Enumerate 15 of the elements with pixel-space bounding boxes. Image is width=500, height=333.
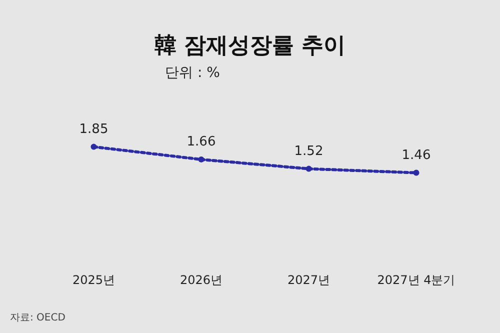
point bbox=[198, 156, 204, 162]
data-label: 1.46 bbox=[402, 148, 431, 163]
point bbox=[413, 170, 420, 176]
text: 자료: OECD bbox=[10, 312, 66, 324]
x-tick-label: 2027년 bbox=[287, 273, 330, 287]
chart-title: 韓 잠재성장률 추이 bbox=[154, 34, 346, 58]
point bbox=[306, 166, 312, 172]
point bbox=[90, 144, 97, 150]
x-tick-label: 2026년 bbox=[180, 273, 223, 287]
data-label: 1.66 bbox=[186, 134, 216, 150]
chart-subtitle: 단위 : % bbox=[165, 65, 220, 81]
data-label: 1.85 bbox=[79, 122, 108, 137]
data-label: 1.52 bbox=[294, 144, 324, 159]
x-tick-label: 2025년 bbox=[72, 273, 116, 287]
x-tick-label: 2027년 4분기 bbox=[377, 273, 456, 287]
